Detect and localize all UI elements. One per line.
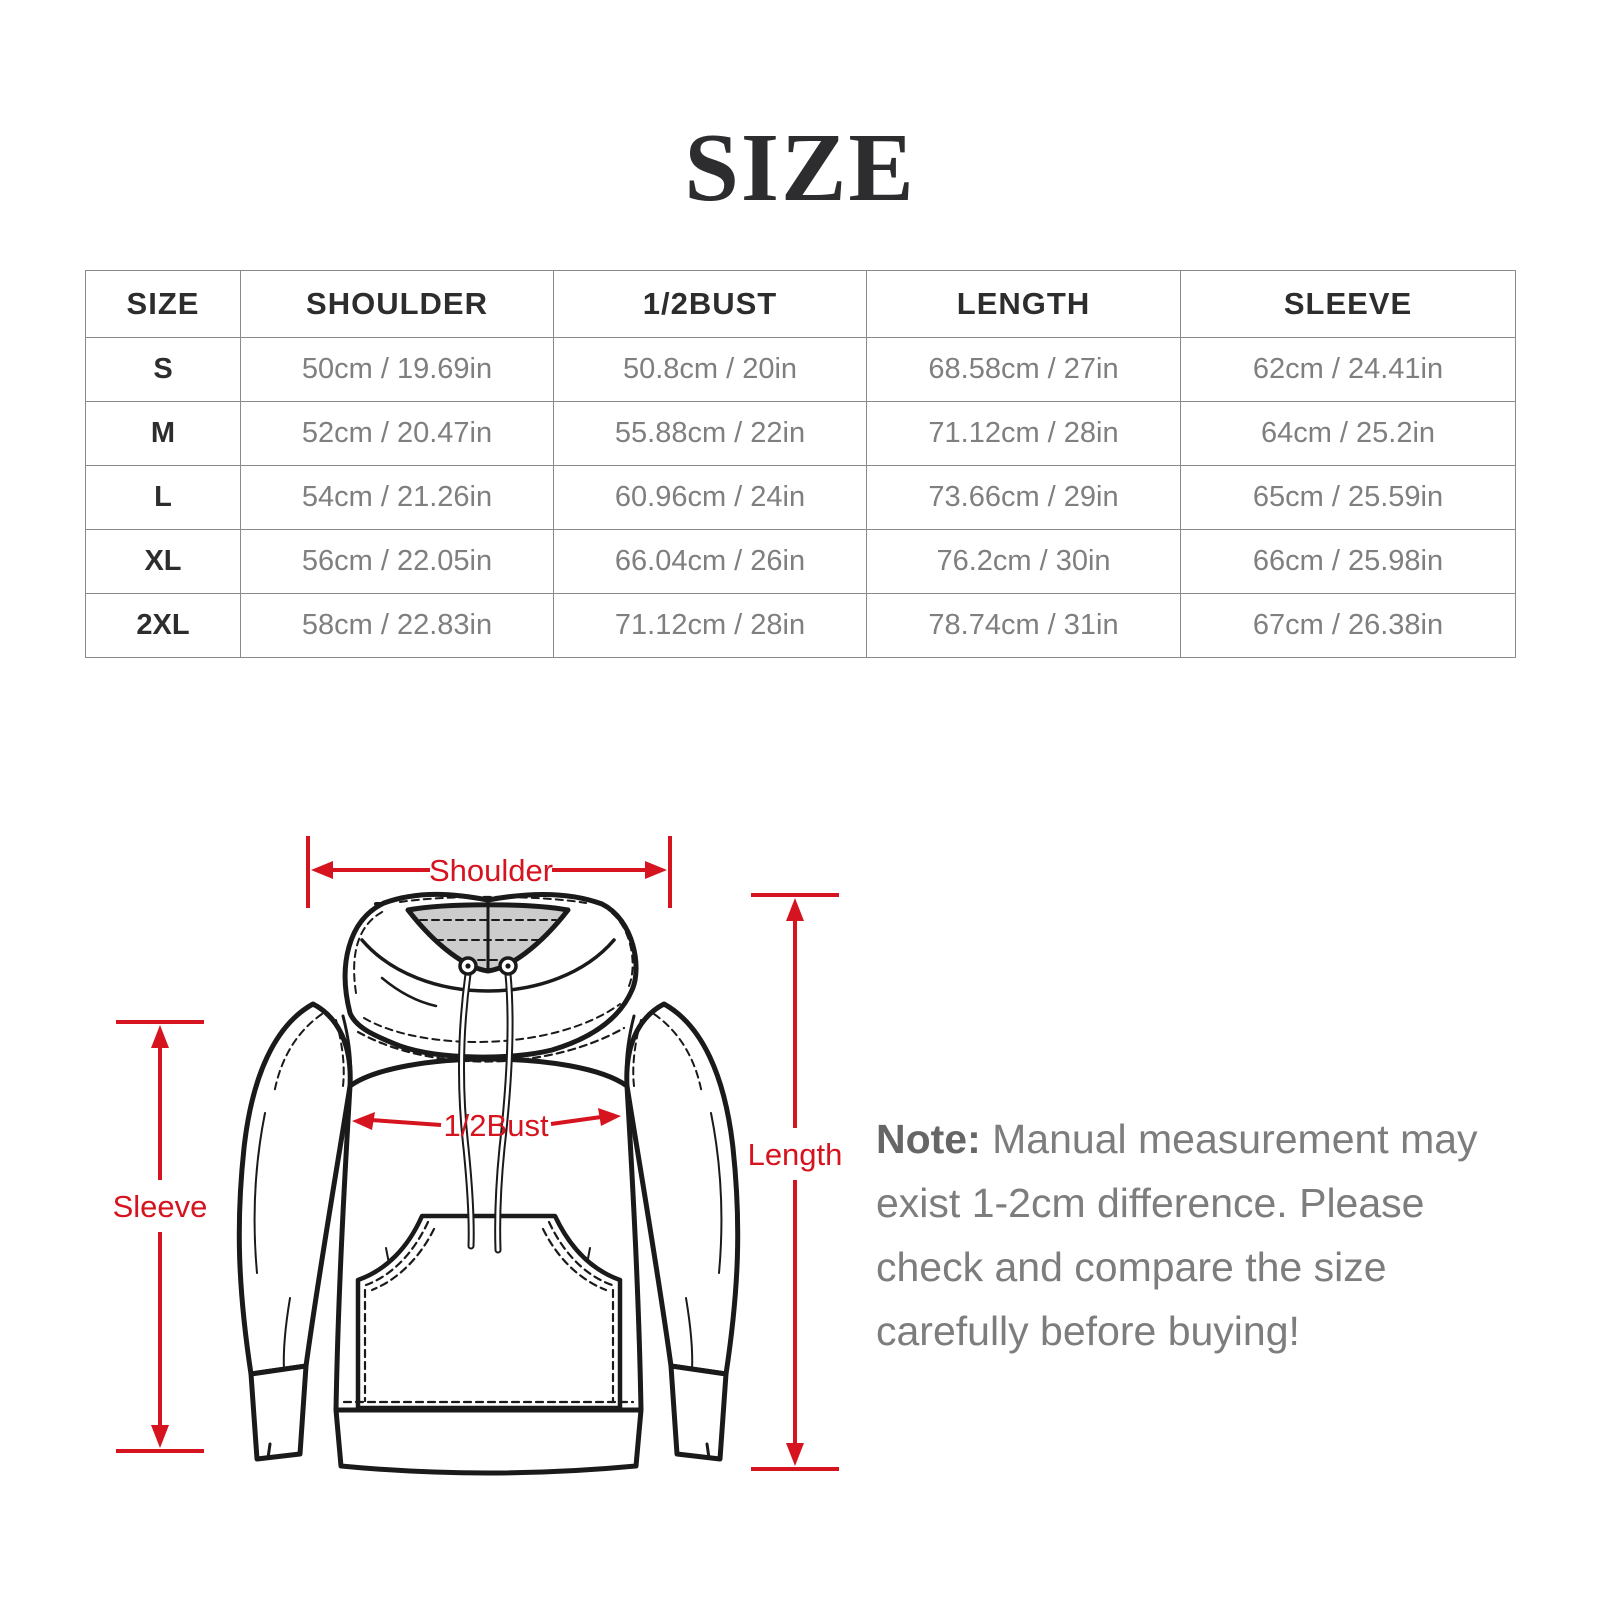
cell-size: M [85,401,241,466]
cell-shoulder: 52cm / 20.47in [240,401,554,466]
header-sleeve: SLEEVE [1180,270,1516,338]
shoulder-arrow: Shoulder [306,836,672,908]
cell-size: 2XL [85,593,241,658]
table-header-row: SIZE SHOULDER 1/2BUST LENGTH SLEEVE [85,270,1516,338]
note-body: Manual measurement may exist 1-2cm diffe… [876,1116,1478,1354]
cell-sleeve: 67cm / 26.38in [1180,593,1516,658]
cell-shoulder: 50cm / 19.69in [240,337,554,402]
length-arrow: Length [748,893,843,1471]
hoodie-drawing [236,891,741,1476]
header-size: SIZE [85,270,241,338]
cell-length: 73.66cm / 29in [866,465,1181,530]
pocket [355,1213,623,1411]
table-row: L 54cm / 21.26in 60.96cm / 24in 73.66cm … [85,465,1516,530]
header-length: LENGTH [866,270,1181,338]
cell-sleeve: 65cm / 25.59in [1180,465,1516,530]
cell-bust: 71.12cm / 28in [553,593,867,658]
bust-dimension-label: 1/2Bust [443,1108,549,1143]
cell-length: 71.12cm / 28in [866,401,1181,466]
cell-shoulder: 54cm / 21.26in [240,465,554,530]
header-shoulder: SHOULDER [240,270,554,338]
cell-shoulder: 58cm / 22.83in [240,593,554,658]
size-table: SIZE SHOULDER 1/2BUST LENGTH SLEEVE S 50… [85,270,1516,658]
drawstrings [458,970,514,1254]
cell-shoulder: 56cm / 22.05in [240,529,554,594]
hood-collar [342,891,639,1060]
cell-size: S [85,337,241,402]
page-title: SIZE [684,114,916,222]
cell-size: L [85,465,241,530]
cell-length: 78.74cm / 31in [866,593,1181,658]
cell-bust: 50.8cm / 20in [553,337,867,402]
cell-length: 68.58cm / 27in [866,337,1181,402]
cell-sleeve: 64cm / 25.2in [1180,401,1516,466]
header-bust: 1/2BUST [553,270,867,338]
shoulder-dimension-label: Shoulder [429,853,553,888]
cell-bust: 60.96cm / 24in [553,465,867,530]
sleeve-dimension-label: Sleeve [113,1189,208,1224]
table-row: S 50cm / 19.69in 50.8cm / 20in 68.58cm /… [85,337,1516,402]
cell-size: XL [85,529,241,594]
bust-arrow: 1/2Bust [352,1108,621,1143]
cell-sleeve: 62cm / 24.41in [1180,337,1516,402]
cell-length: 76.2cm / 30in [866,529,1181,594]
length-dimension-label: Length [748,1137,843,1172]
table-row: M 52cm / 20.47in 55.88cm / 22in 71.12cm … [85,401,1516,466]
note-label: Note: [876,1116,981,1162]
dimension-annotations: Shoulder Sleeve Length [113,836,843,1471]
cell-bust: 66.04cm / 26in [553,529,867,594]
sleeve-arrow: Sleeve [113,1020,208,1453]
table-row: XL 56cm / 22.05in 66.04cm / 26in 76.2cm … [85,529,1516,594]
cell-bust: 55.88cm / 22in [553,401,867,466]
table-row: 2XL 58cm / 22.83in 71.12cm / 28in 78.74c… [85,593,1516,658]
hoodie-measurement-diagram: Shoulder Sleeve Length [113,836,843,1476]
cell-sleeve: 66cm / 25.98in [1180,529,1516,594]
note-text: Note: Manual measurement may exist 1-2cm… [876,1107,1490,1363]
